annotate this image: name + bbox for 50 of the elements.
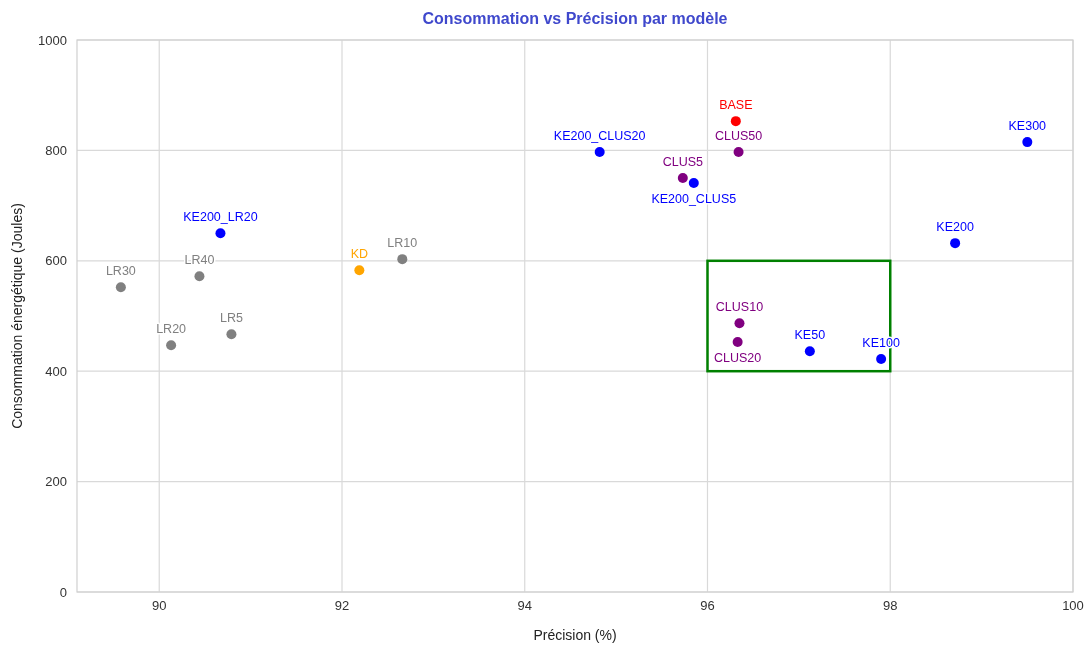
x-axis-title: Précision (%) xyxy=(533,627,617,643)
point xyxy=(1022,137,1033,148)
chart-title: Consommation vs Précision par modèle xyxy=(422,10,728,27)
series-label: KE200_CLUS20 xyxy=(553,129,646,144)
x-tick-label: 98 xyxy=(883,598,898,613)
y-tick-label: 0 xyxy=(59,584,67,600)
x-tick-label: 92 xyxy=(334,598,350,613)
point xyxy=(730,116,741,127)
point xyxy=(594,147,605,158)
y-tick-label: 1000 xyxy=(38,32,67,48)
series-label: LR20 xyxy=(156,322,187,337)
point xyxy=(677,173,688,183)
point xyxy=(733,147,744,158)
series-label: KE300 xyxy=(1008,119,1047,134)
point xyxy=(354,265,365,276)
series-label: KE200_LR20 xyxy=(183,210,258,225)
point xyxy=(950,238,961,249)
point xyxy=(226,329,237,340)
series-label: KE200_CLUS5 xyxy=(651,191,737,206)
point xyxy=(397,254,408,265)
point xyxy=(194,271,205,282)
series-label: LR30 xyxy=(105,264,136,279)
y-tick-label: 800 xyxy=(45,142,67,158)
series-label: KE200 xyxy=(936,220,974,235)
x-tick-label: 94 xyxy=(517,598,532,613)
series-label: KD xyxy=(350,247,369,262)
series-label: CLUS5 xyxy=(662,155,704,169)
point xyxy=(876,354,887,365)
series-label: LR10 xyxy=(387,236,418,251)
y-tick-label: 600 xyxy=(45,253,67,269)
point xyxy=(215,228,226,239)
series-label: CLUS50 xyxy=(714,129,763,144)
x-tick-label: 100 xyxy=(1062,598,1084,613)
series-label: CLUS20 xyxy=(714,350,762,365)
point xyxy=(804,346,815,357)
point xyxy=(688,177,699,188)
x-tick-label: 96 xyxy=(700,598,715,613)
y-axis-title: Consommation énergétique (Joules) xyxy=(9,203,25,429)
point xyxy=(115,282,126,293)
series-label: LR40 xyxy=(184,253,215,268)
y-tick-label: 200 xyxy=(45,474,67,490)
point xyxy=(166,340,177,351)
series-label: LR5 xyxy=(219,311,243,326)
point xyxy=(734,318,745,329)
series-label: BASE xyxy=(719,98,753,113)
series-label: KE50 xyxy=(794,328,826,343)
x-tick-label: 90 xyxy=(152,598,167,613)
point xyxy=(732,336,743,347)
y-tick-label: 400 xyxy=(45,363,67,379)
series-label: CLUS10 xyxy=(715,300,764,315)
